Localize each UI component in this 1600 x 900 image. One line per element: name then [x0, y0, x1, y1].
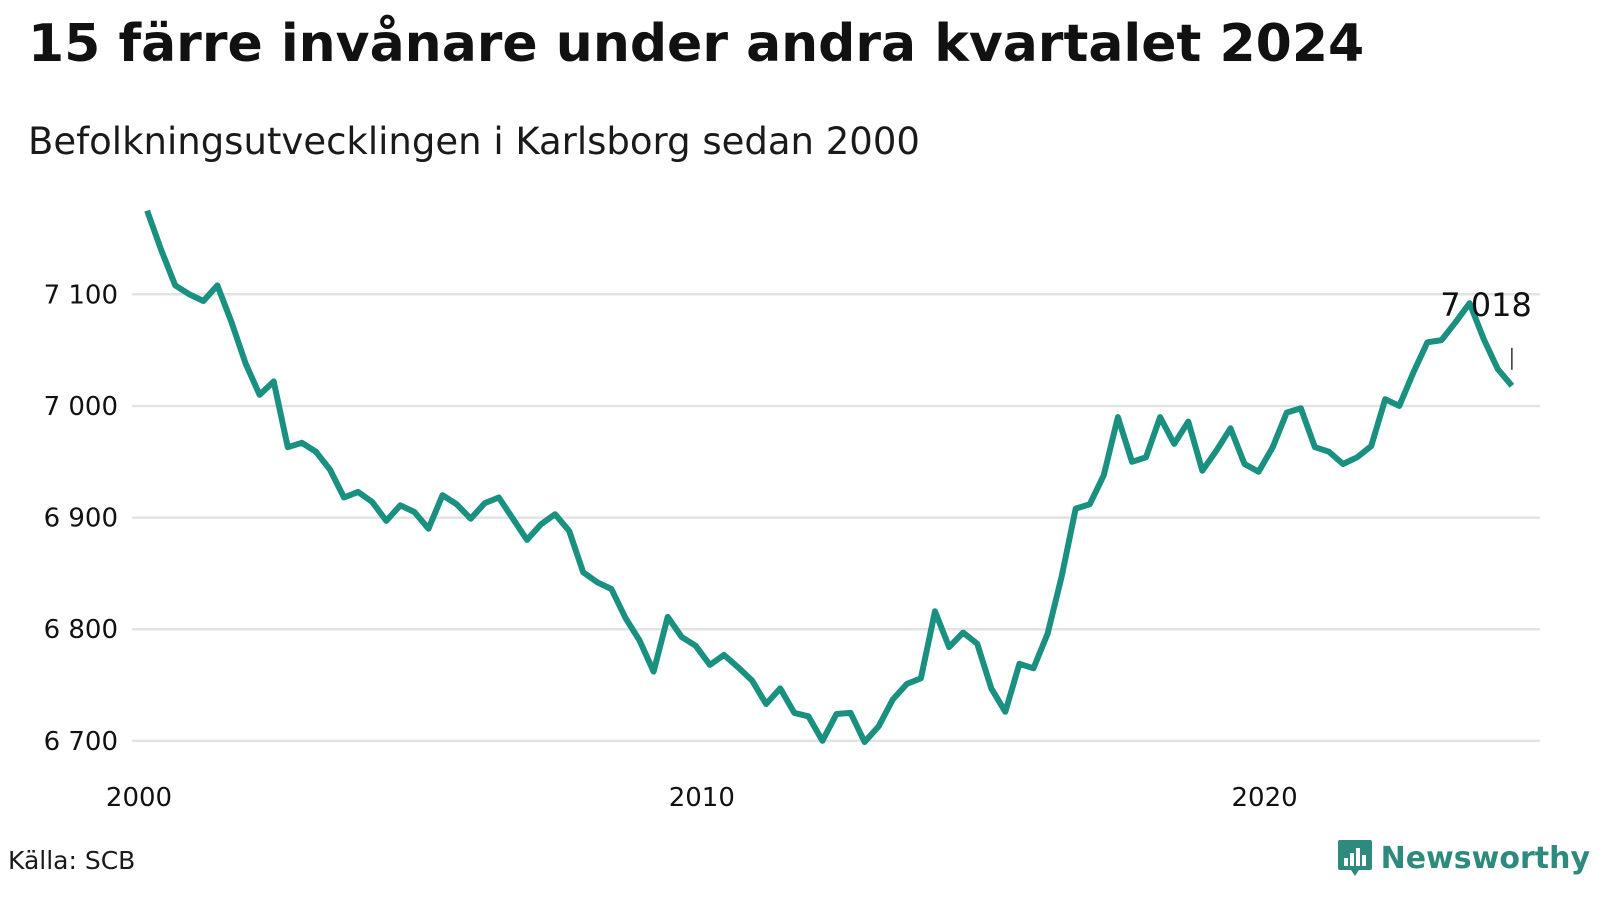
y-axis-ticks: 6 700 6 800 6 900 7 000 7 100: [44, 280, 118, 757]
chart-title: 15 färre invånare under andra kvartalet …: [28, 14, 1365, 74]
end-value-label: 7 018: [1440, 286, 1532, 324]
x-tick-label: 2000: [106, 783, 172, 813]
x-tick-label: 2010: [669, 783, 735, 813]
line-chart: 6 700 6 800 6 900 7 000 7 100 2000 2010 2020 7…: [44, 209, 1540, 813]
y-tick-label: 7 000: [44, 392, 118, 422]
source-label: Källa: SCB: [8, 846, 136, 875]
x-tick-label: 2020: [1232, 783, 1298, 813]
bar-chart-speech-bubble-icon: [1337, 840, 1372, 876]
chart-subtitle: Befolkningsutvecklingen i Karlsborg seda…: [28, 120, 920, 163]
y-tick-label: 7 100: [44, 280, 118, 310]
y-tick-label: 6 800: [44, 615, 118, 645]
series-group: [144, 209, 1515, 745]
gridlines: [132, 293, 1540, 743]
annotations: 7 018: [1440, 286, 1532, 370]
brand-logo: Newsworthy: [1337, 838, 1590, 878]
x-axis-ticks: 2000 2010 2020: [106, 783, 1298, 813]
y-tick-label: 6 900: [44, 504, 118, 534]
y-tick-label: 6 700: [44, 727, 118, 757]
series-line: [144, 209, 1515, 745]
brand-name: Newsworthy: [1380, 840, 1590, 876]
